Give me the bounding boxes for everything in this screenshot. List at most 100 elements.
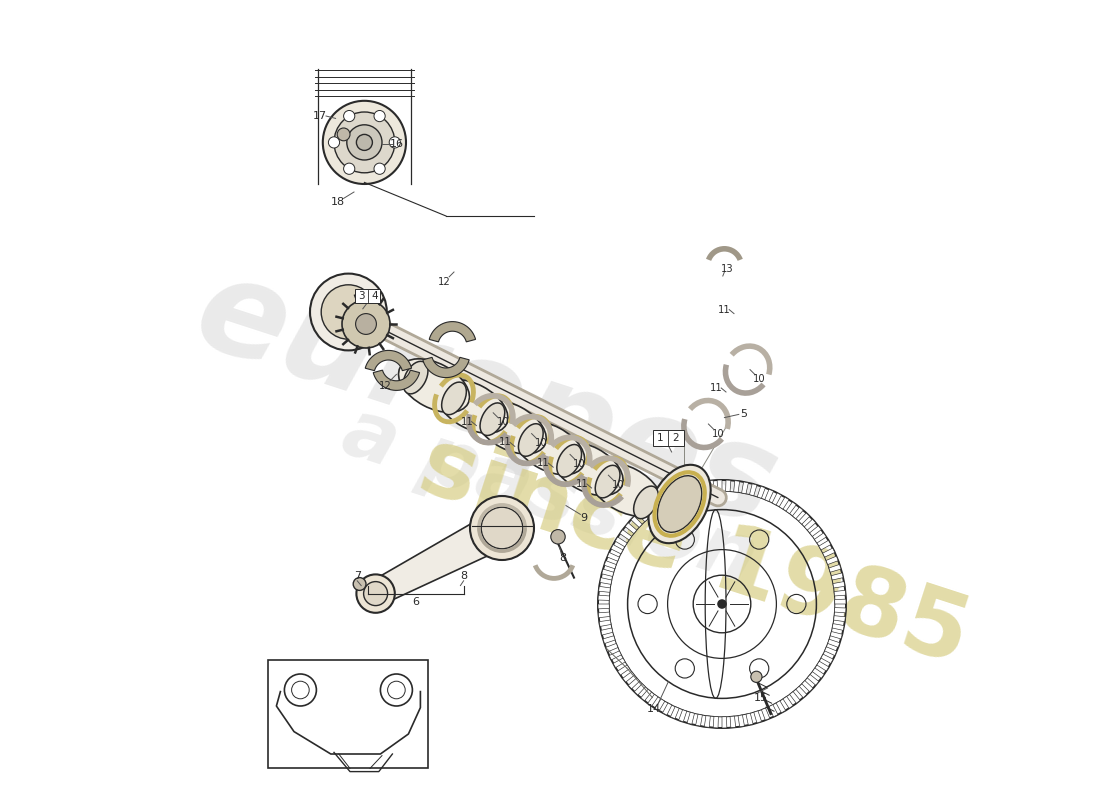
Text: 4: 4 (372, 291, 378, 301)
Ellipse shape (398, 359, 470, 412)
Polygon shape (832, 573, 844, 580)
Ellipse shape (658, 476, 702, 532)
FancyBboxPatch shape (355, 289, 381, 303)
Text: 5: 5 (740, 410, 747, 419)
Polygon shape (615, 537, 627, 546)
Text: 11: 11 (461, 417, 473, 426)
Ellipse shape (437, 380, 508, 433)
Text: 10: 10 (712, 429, 724, 438)
Text: 18: 18 (331, 197, 345, 206)
Polygon shape (812, 668, 824, 678)
Polygon shape (726, 480, 730, 491)
Polygon shape (761, 708, 770, 720)
Circle shape (389, 137, 400, 148)
Polygon shape (682, 485, 690, 497)
Circle shape (353, 578, 366, 590)
Circle shape (356, 134, 373, 150)
Polygon shape (648, 694, 658, 706)
Polygon shape (637, 510, 648, 522)
Polygon shape (833, 624, 844, 630)
Polygon shape (833, 582, 845, 588)
Circle shape (481, 507, 522, 549)
Polygon shape (818, 540, 830, 550)
Polygon shape (730, 716, 736, 728)
Text: 13: 13 (722, 264, 734, 274)
Text: 16: 16 (389, 139, 404, 149)
Text: 11: 11 (710, 383, 723, 393)
Polygon shape (695, 714, 703, 726)
Circle shape (334, 112, 395, 173)
Circle shape (470, 496, 534, 560)
Ellipse shape (557, 445, 582, 477)
Polygon shape (783, 697, 793, 708)
Polygon shape (429, 322, 475, 342)
Circle shape (364, 582, 387, 606)
Circle shape (322, 101, 406, 184)
Text: 7: 7 (353, 571, 361, 581)
Text: 11: 11 (537, 458, 550, 468)
Polygon shape (821, 654, 833, 663)
Polygon shape (810, 526, 822, 537)
Polygon shape (604, 561, 616, 569)
Ellipse shape (634, 486, 659, 518)
Polygon shape (658, 495, 668, 507)
Ellipse shape (480, 403, 505, 435)
Ellipse shape (595, 466, 620, 498)
Polygon shape (814, 533, 826, 543)
Circle shape (355, 314, 376, 334)
Polygon shape (746, 713, 754, 725)
Text: 11: 11 (498, 438, 512, 447)
Polygon shape (754, 711, 761, 723)
Polygon shape (679, 710, 686, 722)
Circle shape (374, 110, 385, 122)
Polygon shape (635, 684, 646, 695)
Text: 12: 12 (438, 277, 451, 286)
Polygon shape (662, 703, 672, 715)
Polygon shape (598, 586, 611, 592)
Polygon shape (688, 712, 694, 724)
Polygon shape (823, 548, 835, 557)
Polygon shape (600, 578, 612, 584)
Circle shape (321, 285, 375, 339)
Polygon shape (827, 639, 839, 647)
Polygon shape (790, 691, 800, 703)
Polygon shape (601, 628, 613, 635)
Circle shape (329, 137, 340, 148)
Polygon shape (757, 486, 766, 498)
Polygon shape (769, 705, 778, 717)
Polygon shape (834, 590, 846, 596)
Text: 10: 10 (573, 459, 586, 469)
Polygon shape (365, 350, 411, 370)
Circle shape (346, 125, 382, 160)
Text: 14: 14 (647, 704, 661, 714)
Polygon shape (734, 481, 739, 492)
Polygon shape (796, 686, 806, 698)
Polygon shape (613, 658, 625, 668)
Circle shape (342, 300, 390, 348)
Polygon shape (704, 716, 711, 727)
Polygon shape (825, 646, 837, 655)
Ellipse shape (591, 463, 661, 516)
Polygon shape (792, 507, 803, 518)
Polygon shape (722, 717, 727, 728)
Polygon shape (708, 480, 714, 492)
Polygon shape (609, 651, 622, 660)
Polygon shape (667, 491, 675, 503)
Circle shape (717, 599, 727, 609)
Text: 10: 10 (496, 418, 509, 427)
Polygon shape (625, 522, 637, 534)
Circle shape (374, 163, 385, 174)
Text: 8: 8 (460, 571, 467, 581)
Ellipse shape (514, 422, 585, 474)
Ellipse shape (475, 401, 547, 454)
Text: 17: 17 (312, 111, 327, 121)
Polygon shape (620, 530, 631, 540)
Polygon shape (804, 519, 816, 530)
Text: 8: 8 (559, 554, 566, 563)
Bar (268, 660, 428, 768)
Polygon shape (618, 665, 629, 675)
Polygon shape (749, 484, 757, 496)
Text: europes: europes (180, 246, 792, 554)
Text: 10: 10 (535, 438, 548, 448)
Polygon shape (764, 490, 773, 502)
